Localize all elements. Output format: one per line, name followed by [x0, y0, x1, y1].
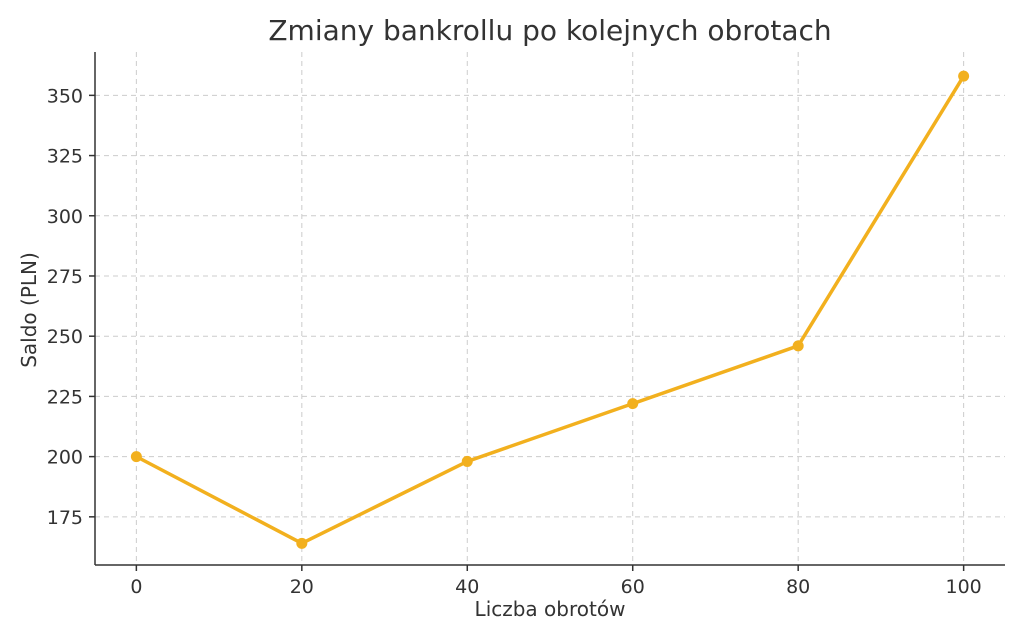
y-tick-label: 175 [47, 507, 83, 529]
y-tick-label: 350 [47, 85, 83, 107]
x-tick-label: 100 [946, 576, 982, 598]
y-tick-label: 325 [47, 146, 83, 168]
x-tick-label: 60 [621, 576, 645, 598]
grid-lines [95, 52, 1005, 565]
y-tick-label: 300 [47, 206, 83, 228]
x-tick-label: 20 [290, 576, 314, 598]
axes [94, 52, 1005, 566]
data-point [130, 451, 142, 463]
chart-title: Zmiany bankrollu po kolejnych obrotach [268, 14, 831, 47]
x-axis-label: Liczba obrotów [475, 597, 626, 621]
y-tick-label: 275 [47, 266, 83, 288]
data-point [296, 537, 308, 549]
data-point [627, 398, 639, 410]
y-tick-label: 225 [47, 386, 83, 408]
y-tick-label: 250 [47, 326, 83, 348]
x-tick-label: 0 [130, 576, 142, 598]
y-axis-label: Saldo (PLN) [17, 252, 41, 368]
data-point [792, 340, 804, 352]
data-point [461, 455, 473, 467]
data-series [130, 70, 970, 549]
series-line [135, 75, 966, 546]
data-point [958, 70, 970, 82]
y-tick-label: 200 [47, 447, 83, 469]
x-tick-label: 40 [455, 576, 479, 598]
x-tick-label: 80 [786, 576, 810, 598]
axis-ticks: 0 20 40 60 80 100 175 200 225 250 275 300 325 350 [47, 85, 982, 598]
